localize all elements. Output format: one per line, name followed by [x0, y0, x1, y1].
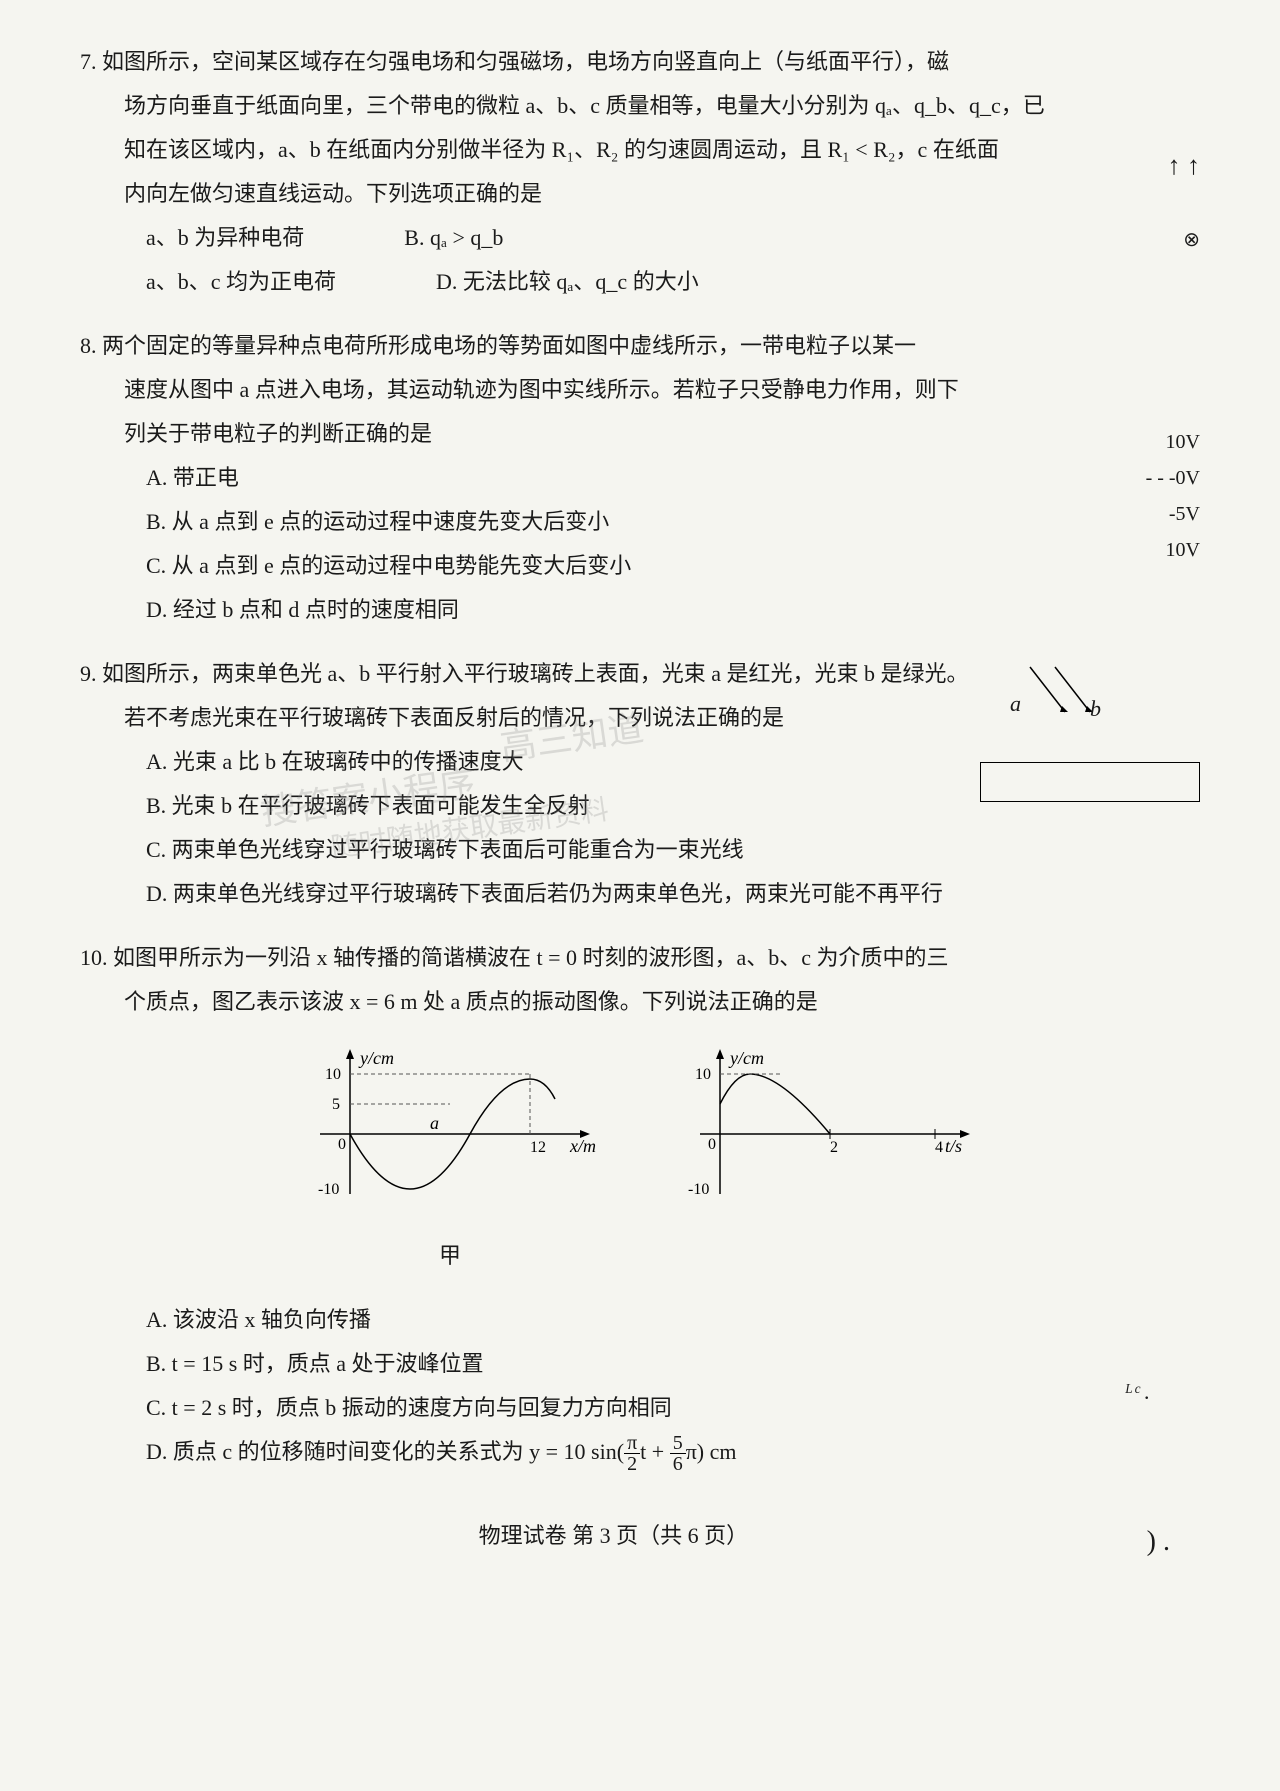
q8-number: 8. — [80, 333, 97, 358]
fig8-v4: 10V — [1146, 532, 1200, 568]
fig9-label-b: b — [1090, 687, 1101, 731]
q7-l2: 场方向垂直于纸面向里，三个带电的微粒 a、b、c 质量相等，电量大小分别为 qₐ… — [80, 84, 1200, 128]
q7-stem: 7. 如图所示，空间某区域存在匀强电场和匀强磁场，电场方向竖直向上（与纸面平行）… — [80, 40, 1200, 84]
page-footer: 物理试卷 第 3 页（共 6 页） ) . — [80, 1514, 1200, 1558]
frac1-num: π — [624, 1433, 640, 1454]
frac2-den: 6 — [670, 1454, 686, 1474]
q10-optD-suffix: π) cm — [686, 1439, 737, 1464]
fig8-field: 10V - - -0V -5V 10V — [1146, 424, 1200, 568]
q10-optD: D. 质点 c 的位移随时间变化的关系式为 y = 10 sin(π2t + 5… — [80, 1430, 1200, 1474]
fig9-rays-icon — [1020, 662, 1120, 717]
q9-l1: 如图所示，两束单色光 a、b 平行射入平行玻璃砖上表面，光束 a 是红光，光束 … — [102, 661, 969, 686]
q7-number: 7. — [80, 49, 97, 74]
frac2: 56 — [670, 1433, 686, 1474]
question-9: 高三知道 搜答案小程序 随时随地获取最新资料 a b 9. 如图所示，两束单色光… — [80, 652, 1200, 916]
q7-optC: a、b、c 均为正电荷 — [146, 260, 336, 304]
q8-l2: 速度从图中 a 点进入电场，其运动轨迹为图中实线所示。若粒子只受静电力作用，则下 — [80, 368, 1200, 412]
chart2-ytick-10: 10 — [695, 1066, 711, 1083]
chart1-ytick-5: 5 — [332, 1096, 340, 1113]
chart2-ylabel-text: y/cm — [728, 1048, 764, 1068]
chart2-ytick-0: 0 — [708, 1136, 716, 1153]
q10-optD-mid: t + — [640, 1439, 670, 1464]
q10-marker: ᴸᶜ . — [1124, 1370, 1150, 1414]
q10-chart2: y/cm t/s 10 0 -10 2 4 — [680, 1044, 980, 1278]
q8-optD: D. 经过 b 点和 d 点时的速度相同 — [80, 588, 1200, 632]
q10-l2: 个质点，图乙表示该波 x = 6 m 处 a 质点的振动图像。下列说法正确的是 — [80, 980, 1200, 1024]
q10-figures: y/cm x/m 10 5 0 -10 12 a 甲 y/cm — [80, 1044, 1200, 1278]
fig8-v2: - - -0V — [1146, 460, 1200, 496]
q10-chart1: y/cm x/m 10 5 0 -10 12 a 甲 — [300, 1044, 600, 1278]
q7-l3: 知在该区域内，a、b 在纸面内分别做半径为 R₁、R₂ 的匀速圆周运动，且 R₁… — [80, 128, 1200, 172]
fig9-label-a: a — [1010, 682, 1021, 726]
chart1-xtick-12: 12 — [530, 1139, 546, 1156]
q7-optD: D. 无法比较 qₐ、q_c 的大小 — [436, 260, 699, 304]
q10-number: 10. — [80, 945, 108, 970]
chart2-ytick-n10: -10 — [688, 1181, 709, 1198]
q7-l1: 如图所示，空间某区域存在匀强电场和匀强磁场，电场方向竖直向上（与纸面平行），磁 — [102, 49, 949, 74]
footer-right: ) . — [1147, 1514, 1170, 1570]
chart2-xtick-4: 4 — [935, 1139, 943, 1156]
chart2-xlabel-text: t/s — [945, 1136, 962, 1156]
question-8: 10V - - -0V -5V 10V 8. 两个固定的等量异种点电荷所形成电场… — [80, 324, 1200, 632]
chart1-ytick-10: 10 — [325, 1066, 341, 1083]
q8-stem: 8. 两个固定的等量异种点电荷所形成电场的等势面如图中虚线所示，一带电粒子以某一 — [80, 324, 1200, 368]
fig9-prism: a b — [980, 712, 1200, 802]
q7-optA: a、b 为异种电荷 — [146, 216, 304, 260]
fig9-glass-icon — [980, 762, 1200, 802]
fig7-arrows: ↑ ↑ — [1168, 140, 1201, 192]
frac2-num: 5 — [670, 1433, 686, 1454]
chart1-xlabel-text: x/m — [569, 1136, 596, 1156]
q9-number: 9. — [80, 661, 97, 686]
chart1-caption: 甲 — [300, 1234, 600, 1278]
q7-l4: 内向左做匀速直线运动。下列选项正确的是 — [80, 172, 1200, 216]
q10-optD-prefix: D. 质点 c 的位移随时间变化的关系式为 y = 10 sin( — [146, 1439, 624, 1464]
frac1: π2 — [624, 1433, 640, 1474]
frac1-den: 2 — [624, 1454, 640, 1474]
chart1-ylabel-text: y/cm — [358, 1048, 394, 1068]
q8-l1: 两个固定的等量异种点电荷所形成电场的等势面如图中虚线所示，一带电粒子以某一 — [102, 333, 916, 358]
q10-optB: B. t = 15 s 时，质点 a 处于波峰位置 — [80, 1342, 1200, 1386]
chart2-svg-icon: y/cm t/s 10 0 -10 2 4 — [680, 1044, 980, 1214]
fig8-v1: 10V — [1146, 424, 1200, 460]
q10-l1: 如图甲所示为一列沿 x 轴传播的简谐横波在 t = 0 时刻的波形图，a、b、c… — [113, 945, 949, 970]
q7-optB: B. qₐ > q_b — [404, 216, 503, 260]
q10-optA: A. 该波沿 x 轴负向传播 — [80, 1298, 1200, 1342]
q8-optA: A. 带正电 — [80, 456, 1200, 500]
q8-optC: C. 从 a 点到 e 点的运动过程中电势能先变大后变小 — [80, 544, 1200, 588]
fig8-v3: -5V — [1146, 496, 1200, 532]
footer-text: 物理试卷 第 3 页（共 6 页） — [479, 1523, 749, 1548]
q8-optB: B. 从 a 点到 e 点的运动过程中速度先变大后变小 — [80, 500, 1200, 544]
q7-options-row2: a、b、c 均为正电荷 D. 无法比较 qₐ、q_c 的大小 — [80, 260, 1200, 304]
q10-stem: 10. 如图甲所示为一列沿 x 轴传播的简谐横波在 t = 0 时刻的波形图，a… — [80, 936, 1200, 980]
chart1-ytick-n10: -10 — [318, 1181, 339, 1198]
q9-optD: D. 两束单色光线穿过平行玻璃砖下表面后若仍为两束单色光，两束光可能不再平行 — [80, 872, 1200, 916]
q9-optC: C. 两束单色光线穿过平行玻璃砖下表面后可能重合为一束光线 — [80, 828, 1200, 872]
question-7: ↑ ↑ ⊗ 7. 如图所示，空间某区域存在匀强电场和匀强磁场，电场方向竖直向上（… — [80, 40, 1200, 304]
q8-l3: 列关于带电粒子的判断正确的是 — [80, 412, 1200, 456]
chart1-point-a: a — [430, 1113, 439, 1133]
question-10: 10. 如图甲所示为一列沿 x 轴传播的简谐横波在 t = 0 时刻的波形图，a… — [80, 936, 1200, 1474]
chart1-ytick-0: 0 — [338, 1136, 346, 1153]
q10-optC: C. t = 2 s 时，质点 b 振动的速度方向与回复力方向相同 — [80, 1386, 1200, 1430]
fig7-sym: ⊗ — [1183, 220, 1200, 260]
chart1-svg-icon: y/cm x/m 10 5 0 -10 12 a — [300, 1044, 600, 1214]
q7-options-row1: a、b 为异种电荷 B. qₐ > q_b — [80, 216, 1200, 260]
chart2-xtick-2: 2 — [830, 1139, 838, 1156]
